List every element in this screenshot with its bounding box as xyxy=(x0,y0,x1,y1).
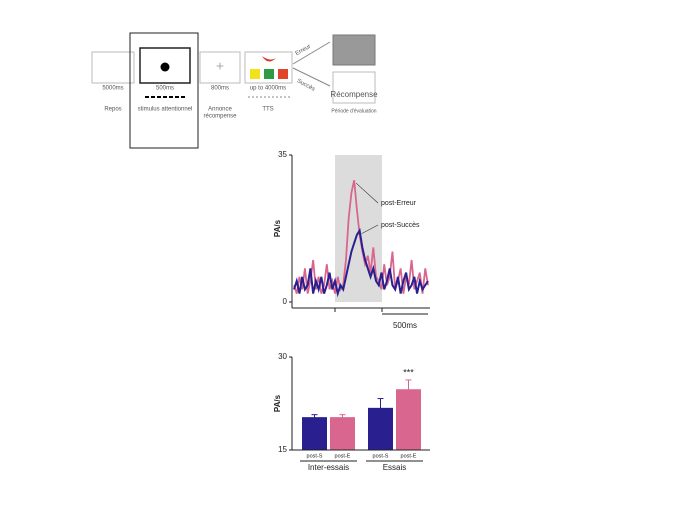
phase: stimulus attentionnel xyxy=(138,107,193,113)
phase: Annonce xyxy=(208,107,232,113)
duration: 800ms xyxy=(211,86,229,92)
stimulus-screen xyxy=(139,47,191,84)
evaluation-label: Période d'évaluation xyxy=(331,108,376,114)
group-label: Inter-essais xyxy=(308,463,349,472)
x-tick-label: post-E xyxy=(401,453,417,459)
annotation-line xyxy=(355,182,379,204)
annotation: post-Succès xyxy=(381,222,420,229)
y-tick-label: 15 xyxy=(278,445,287,454)
y-tick-label: 35 xyxy=(278,150,287,159)
reward-label: Récompense xyxy=(330,90,378,99)
branch-label: Succès xyxy=(296,78,316,93)
annotation: post-Erreur xyxy=(381,200,417,207)
significance: *** xyxy=(403,367,414,377)
target-red xyxy=(278,69,288,79)
annotation-line xyxy=(361,224,379,234)
error-screen xyxy=(332,34,376,66)
duration: 5000ms xyxy=(102,86,123,92)
x-tick-label: post-S xyxy=(307,453,323,459)
target-yellow xyxy=(250,69,260,79)
group-label: Essais xyxy=(383,463,407,472)
phase: Repos xyxy=(104,107,121,113)
fixation-cross: + xyxy=(216,58,224,74)
branch-label: Erreur xyxy=(295,44,312,58)
bar xyxy=(396,389,421,450)
task-diagram: + 5000ms 500ms 800ms up to 4000ms Repos … xyxy=(91,32,378,149)
bar xyxy=(330,417,355,450)
x-tick-label: post-E xyxy=(335,453,351,459)
duration: 500ms xyxy=(156,86,174,92)
cue-screen xyxy=(199,51,241,84)
bar xyxy=(302,417,327,450)
series-line xyxy=(293,227,429,298)
y-tick-label: 0 xyxy=(283,297,288,306)
y-axis-label: PA/s xyxy=(273,219,282,237)
y-tick-label: 30 xyxy=(278,352,287,361)
phase: TTS xyxy=(262,107,273,113)
reward-icon xyxy=(262,56,276,62)
reward-screen xyxy=(332,71,376,104)
arrow-error xyxy=(292,41,331,65)
duration: up to 4000ms xyxy=(250,86,286,92)
y-axis-label: PA/s xyxy=(273,394,282,412)
x-tick-label: post-S xyxy=(373,453,389,459)
scale-bar-label: 500ms xyxy=(393,321,417,330)
phase: récompense xyxy=(203,114,237,120)
highlight-frame xyxy=(129,32,199,149)
target-green xyxy=(264,69,274,79)
stimulus-dot xyxy=(160,62,170,72)
rest-screen xyxy=(91,51,135,84)
arrow-success xyxy=(292,67,331,87)
